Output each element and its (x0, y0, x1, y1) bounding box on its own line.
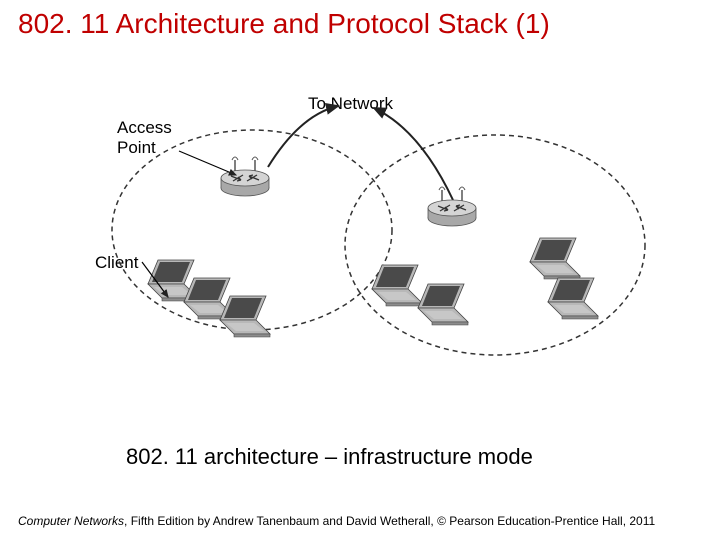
footer-book: Computer Networks (18, 514, 124, 528)
slide-caption: 802. 11 architecture – infrastructure mo… (126, 444, 533, 470)
slide-footer: Computer Networks, Fifth Edition by Andr… (18, 514, 655, 528)
footer-rest: , Fifth Edition by Andrew Tanenbaum and … (124, 514, 655, 528)
